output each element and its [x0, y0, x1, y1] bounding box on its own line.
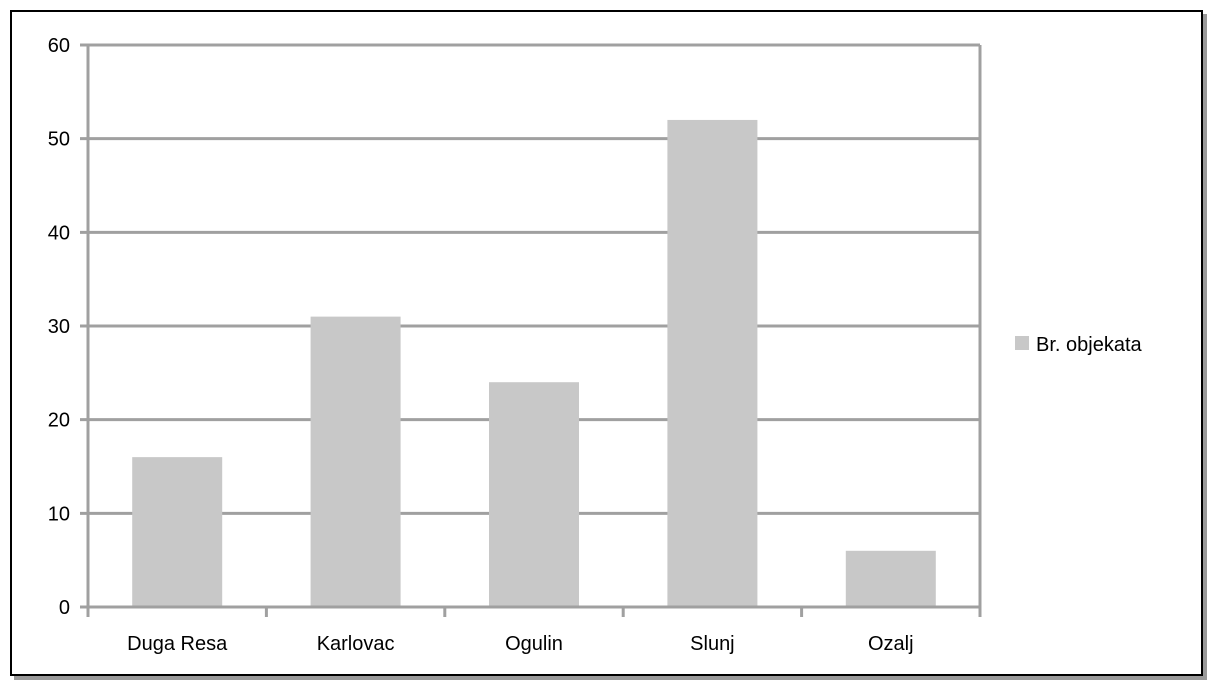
x-tick-label-ozalj: Ozalj [868, 633, 914, 655]
y-tick-label-50: 50 [48, 129, 70, 151]
x-tick-label-ogulin: Ogulin [505, 633, 563, 655]
legend: Br. objekata [1015, 334, 1143, 356]
y-tick-label-60: 60 [48, 35, 70, 57]
legend-swatch [1015, 336, 1029, 350]
x-tick-label-karlovac: Karlovac [317, 633, 395, 655]
axes [80, 45, 982, 617]
y-tick-label-20: 20 [48, 410, 70, 432]
x-tick-label-duga-resa: Duga Resa [127, 633, 228, 655]
y-tick-label-0: 0 [59, 597, 70, 619]
x-tick-label-slunj: Slunj [690, 633, 734, 655]
legend-label: Br. objekata [1036, 334, 1143, 356]
y-tick-label-10: 10 [48, 503, 70, 525]
bar-ozalj [845, 550, 936, 607]
bar-duga-resa [132, 457, 223, 607]
x-tick-labels: Duga Resa Karlovac Ogulin Slunj Ozalj [127, 633, 913, 655]
y-tick-label-40: 40 [48, 222, 70, 244]
bar-ogulin [489, 382, 579, 607]
bars [132, 119, 936, 607]
bar-karlovac [310, 316, 401, 607]
bar-slunj [667, 119, 758, 607]
y-tick-label-30: 30 [48, 316, 70, 338]
y-tick-labels: 0 10 20 30 40 50 60 [48, 35, 70, 619]
